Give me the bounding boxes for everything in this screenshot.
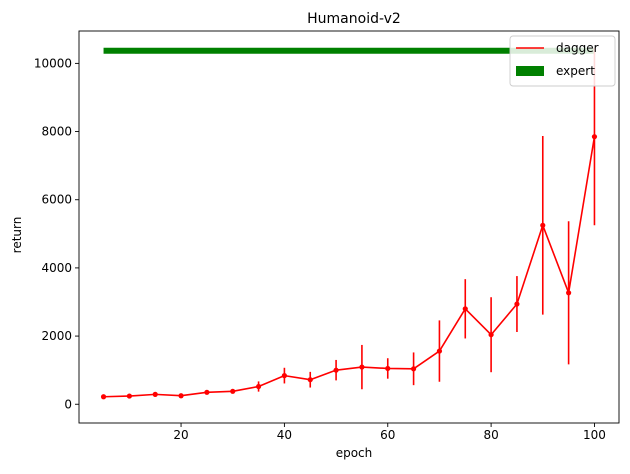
y-tick-label: 8000 xyxy=(41,125,72,139)
x-tick-label: 60 xyxy=(380,428,395,442)
y-tick-label: 2000 xyxy=(41,329,72,343)
dagger-point xyxy=(385,365,391,372)
dagger-point xyxy=(540,222,546,228)
dagger-point xyxy=(100,394,107,400)
x-axis-label: epoch xyxy=(336,446,373,460)
dagger-point xyxy=(359,364,365,370)
dagger-point xyxy=(436,348,443,354)
x-tick-label: 100 xyxy=(583,428,606,442)
plot-area xyxy=(100,47,598,400)
legend-expert-label: expert xyxy=(556,64,595,78)
dagger-point xyxy=(462,306,468,312)
y-tick-label: 0 xyxy=(64,397,72,411)
dagger-point xyxy=(488,332,494,338)
dagger-point xyxy=(255,383,262,390)
legend: dagger expert xyxy=(509,35,616,87)
dagger-point xyxy=(307,377,313,383)
dagger-point xyxy=(566,290,572,296)
dagger-point xyxy=(333,367,339,373)
y-tick-label: 4000 xyxy=(41,261,72,275)
x-tick-label: 20 xyxy=(173,428,188,442)
y-tick-label: 6000 xyxy=(41,193,72,207)
x-tick-label: 40 xyxy=(277,428,292,442)
y-tick-label: 10000 xyxy=(34,56,72,70)
dagger-point xyxy=(126,393,132,399)
dagger-point xyxy=(281,373,288,379)
axes: 20 40 60 80 100 0 2000 4000 6000 8000 10000 xyxy=(34,30,620,442)
chart-title: Humanoid-v2 xyxy=(307,11,401,27)
dagger-point xyxy=(204,389,210,395)
dagger-point xyxy=(178,393,184,399)
dagger-point xyxy=(230,388,236,394)
x-tick-label: 80 xyxy=(483,428,498,442)
dagger-point xyxy=(410,366,417,372)
plot-frame xyxy=(78,30,620,424)
legend-expert-swatch xyxy=(516,66,544,76)
dagger-point xyxy=(514,301,520,307)
dagger-point xyxy=(152,391,158,397)
dagger-point xyxy=(591,134,598,140)
y-axis-label: return xyxy=(10,217,24,254)
dagger-line xyxy=(103,136,596,398)
legend-dagger-label: dagger xyxy=(556,41,599,55)
